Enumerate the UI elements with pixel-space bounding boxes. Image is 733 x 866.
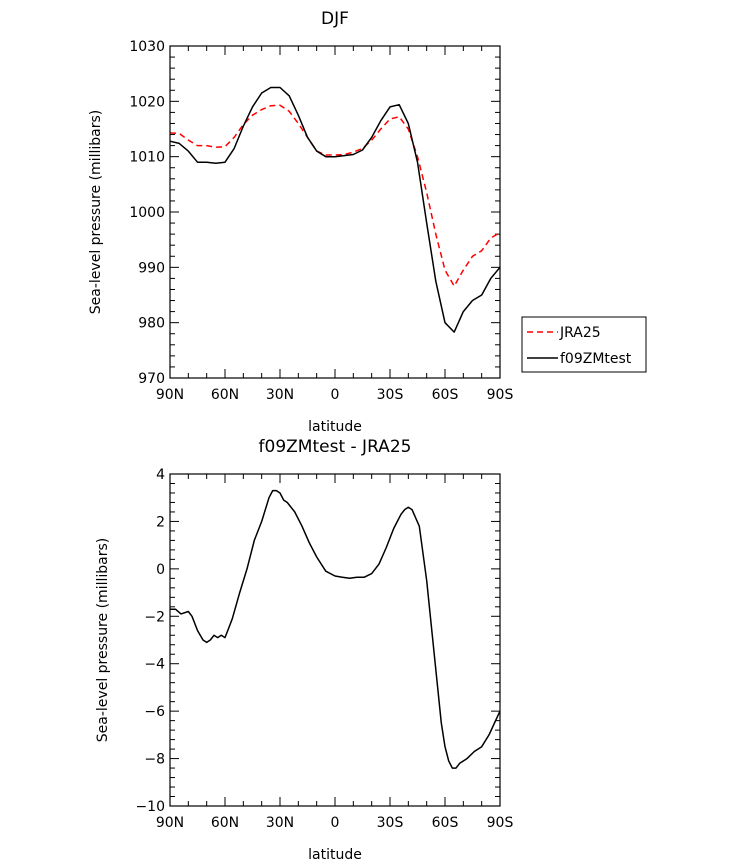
x-tick-label: 0 <box>331 815 340 831</box>
y-tick-label: 1010 <box>129 150 165 166</box>
y-axis-title: Sea-level pressure (millibars) <box>95 538 111 742</box>
x-tick-label: 90N <box>156 387 184 403</box>
y-tick-label: 980 <box>138 316 165 332</box>
plot-frame <box>169 473 501 807</box>
legend-label-f09zmtest: f09ZMtest <box>560 351 632 367</box>
panel-djf: DJF latitude Sea-level pressure (milliba… <box>88 9 513 435</box>
y-tick-label: −6 <box>144 704 165 720</box>
series-line-f09zmtest <box>169 86 501 333</box>
legend: JRA25 f09ZMtest <box>521 316 647 373</box>
y-tick-label: 1020 <box>129 94 165 110</box>
y-tick-label: −2 <box>144 609 165 625</box>
ticks: 90N 60N 30N 0 30S 60S 90S 970 980 990 1000 1010 1020… <box>129 39 513 403</box>
x-tick-label: 60S <box>432 387 459 403</box>
x-tick-label: 60S <box>432 815 459 831</box>
y-tick-label: −4 <box>144 657 165 673</box>
y-tick-label: −8 <box>144 752 165 768</box>
panel-difference: f09ZMtest - JRA25 latitude Sea-level pre… <box>95 437 513 863</box>
x-tick-label: 30N <box>266 387 294 403</box>
legend-label-jra25: JRA25 <box>559 325 601 341</box>
y-tick-label: 970 <box>138 371 165 387</box>
plot-frame <box>169 45 501 379</box>
x-tick-label: 30S <box>377 815 404 831</box>
y-tick-label: 1030 <box>129 39 165 55</box>
ticks: 90N 60N 30N 0 30S 60S 90S −10 −8 −6 −4 −2 0 2 4 <box>135 467 513 831</box>
y-tick-label: 990 <box>138 260 165 276</box>
y-tick-label: 0 <box>156 562 165 578</box>
x-tick-label: 60N <box>211 387 239 403</box>
x-tick-label: 90S <box>487 815 514 831</box>
y-tick-label: −10 <box>135 799 165 815</box>
y-tick-label: 2 <box>156 514 165 530</box>
chart-title: f09ZMtest - JRA25 <box>259 437 412 457</box>
x-tick-label: 0 <box>331 387 340 403</box>
x-tick-label: 30S <box>377 387 404 403</box>
series-lines <box>169 86 501 333</box>
legend-box <box>521 316 647 373</box>
x-tick-label: 60N <box>211 815 239 831</box>
x-tick-label: 90N <box>156 815 184 831</box>
x-axis-title: latitude <box>308 419 362 435</box>
x-tick-label: 90S <box>487 387 514 403</box>
x-axis-title: latitude <box>308 847 362 863</box>
y-axis-title: Sea-level pressure (millibars) <box>88 110 104 314</box>
series-lines <box>170 489 501 769</box>
y-tick-label: 1000 <box>129 205 165 221</box>
y-tick-label: 4 <box>156 467 165 483</box>
series-line-difference <box>170 489 501 769</box>
x-tick-label: 30N <box>266 815 294 831</box>
series-line-jra25 <box>169 104 501 287</box>
chart-title: DJF <box>321 9 349 29</box>
